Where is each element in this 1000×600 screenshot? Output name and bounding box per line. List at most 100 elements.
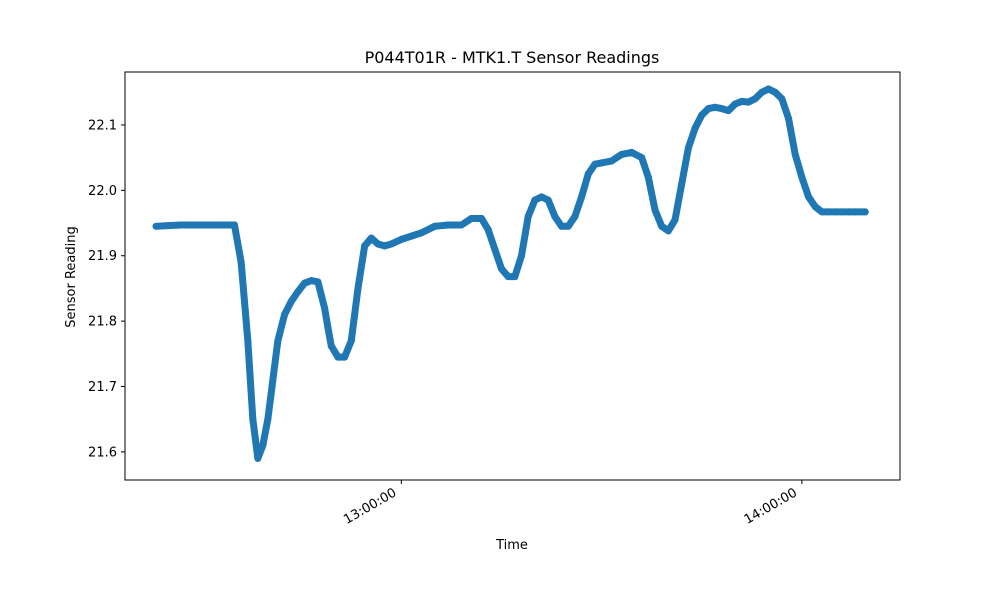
data-point [341,353,349,361]
data-point [387,240,395,248]
data-point [269,376,277,384]
data-point [327,342,335,350]
data-point [608,157,616,165]
data-point [591,160,599,168]
data-point [785,114,793,122]
y-tick-label: 22.0 [88,184,117,199]
data-point [698,111,706,119]
data-point [407,232,415,240]
data-point [491,245,499,253]
data-point [518,252,526,260]
chart-title: P044T01R - MTK1.T Sensor Readings [365,48,660,67]
data-point [164,222,172,230]
data-point [558,222,566,230]
y-tick-label: 21.8 [88,315,117,330]
data-point [811,203,819,211]
y-axis-label: Sensor Reading [64,226,79,327]
data-point [638,154,646,162]
data-point [798,173,806,181]
data-point [618,150,626,158]
data-point [281,311,289,319]
data-point [354,284,362,292]
data-point [274,337,282,345]
y-tick-label: 21.9 [88,249,117,264]
x-tick-label: 14:00:00 [742,485,800,527]
data-point [217,221,225,229]
data-point [431,222,439,230]
data-point [361,242,369,250]
data-point [444,221,452,229]
data-point [598,159,606,167]
x-tick-label: 13:00:00 [341,485,399,527]
data-point [678,180,686,188]
data-point [551,213,559,220]
data-point [467,214,475,222]
data-point [691,124,699,132]
data-point [417,229,425,237]
data-point [367,234,375,242]
data-point [651,206,659,214]
data-point [658,222,666,230]
data-point [254,454,262,462]
data-point [334,353,342,361]
y-axis-ticks: 21.6 21.7 21.8 21.9 22.0 22.1 [88,118,125,460]
data-point [244,337,252,345]
data-point [751,95,759,103]
data-point [237,258,245,266]
data-point [744,98,752,106]
data-point [197,221,205,229]
data-point [644,173,652,181]
x-axis-ticks: 13:00:00 14:00:00 [341,480,803,528]
data-point [307,277,315,285]
data-point [321,304,329,312]
y-tick-label: 22.1 [88,118,117,133]
data-point [664,227,672,235]
data-point [294,288,302,296]
data-point [711,103,719,111]
data-point [838,208,846,216]
data-point [511,273,519,281]
data-point [524,213,532,220]
data-point [818,208,826,216]
data-point [684,144,692,152]
data-point [177,221,185,229]
data-point [538,193,546,201]
data-point [851,208,859,216]
data-point [861,208,869,216]
data-point [771,88,779,96]
data-point [564,222,572,230]
data-point [249,415,257,423]
data-point [718,105,726,113]
data-point [484,226,492,234]
data-point [831,208,839,216]
data-point [704,105,712,113]
plot-frame [124,71,901,481]
data-point [230,221,238,229]
data-point [301,279,309,287]
data-point [497,265,505,273]
data-point [347,337,355,345]
data-point [778,95,786,103]
data-point [314,278,322,286]
data-point [738,97,746,105]
data-point [381,242,389,250]
data-point [287,298,295,305]
data-point [758,88,766,96]
data-point [457,221,465,229]
data-point [731,100,739,108]
data-point [259,441,267,449]
data-point [791,150,799,158]
data-point [571,213,579,220]
data-point [504,273,512,281]
data-point [671,216,679,224]
data-point [397,235,405,243]
data-layer [152,85,869,462]
data-point [531,196,539,204]
data-point [825,208,833,216]
data-point [544,196,552,204]
data-point [845,208,853,216]
data-point [324,324,332,332]
data-point [628,148,636,156]
